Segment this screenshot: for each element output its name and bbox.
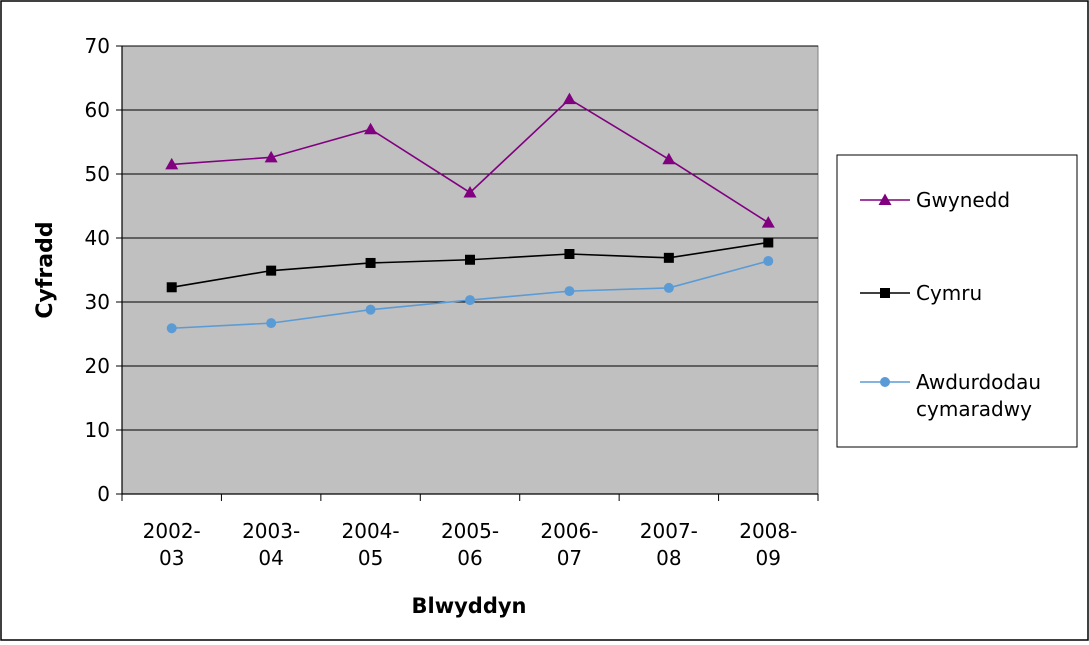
- legend-entry-0: Gwynedd: [860, 188, 1010, 212]
- data-point: [763, 256, 774, 267]
- x-tick-label: 2004-: [342, 519, 400, 543]
- x-tick-label: 03: [159, 546, 184, 570]
- legend-entry-2: Awdurdodau cymaradwy: [860, 370, 1041, 421]
- y-tick-label: 10: [85, 418, 110, 442]
- legend: Gwynedd Cymru Awdurdodau cymaradwy: [836, 154, 1078, 448]
- legend-marker: [878, 193, 892, 205]
- plot-area: [121, 45, 819, 495]
- data-point: [562, 92, 576, 105]
- series-group: [165, 92, 775, 334]
- series-1: [166, 237, 774, 293]
- y-axis-title: Cyfradd: [33, 221, 58, 318]
- x-axis-title: Blwyddyn: [412, 594, 527, 618]
- x-tick-label: 2006-: [540, 519, 598, 543]
- y-tick-label: 30: [85, 290, 110, 314]
- series-2: [166, 256, 774, 334]
- data-point: [266, 318, 277, 329]
- data-point: [264, 150, 278, 163]
- legend-label: Awdurdodau: [916, 370, 1041, 394]
- x-tick-label: 2008-: [739, 519, 797, 543]
- y-tick-label: 0: [97, 482, 110, 506]
- gridlines: [122, 45, 818, 431]
- data-point: [662, 152, 676, 165]
- y-tick-label: 60: [85, 98, 110, 122]
- data-point: [763, 237, 774, 248]
- x-tick-label: 08: [656, 546, 681, 570]
- x-tick-label: 2002-: [143, 519, 201, 543]
- x-tick-label: 2005-: [441, 519, 499, 543]
- legend-entry-1: Cymru: [860, 281, 982, 305]
- data-point: [365, 257, 376, 268]
- y-tick-label: 20: [85, 354, 110, 378]
- data-point: [166, 282, 177, 293]
- data-point: [365, 304, 376, 315]
- x-tick-label: 05: [358, 546, 383, 570]
- y-tick-label: 70: [85, 34, 110, 58]
- data-point: [364, 122, 378, 135]
- data-point: [463, 186, 477, 198]
- legend-label: Cymru: [916, 281, 982, 305]
- data-point: [465, 295, 475, 306]
- series-0: [165, 92, 775, 228]
- data-point: [564, 249, 575, 259]
- data-point: [165, 157, 179, 170]
- x-tick-label: 09: [756, 546, 781, 570]
- data-point: [663, 252, 674, 263]
- data-point: [166, 323, 177, 334]
- axes: 0 10 20 30 40 50 60 70 2002- 03 2003- 04 2004- 05 2005…: [85, 34, 819, 570]
- data-point: [663, 282, 674, 293]
- data-point: [564, 286, 575, 297]
- legend-label: Gwynedd: [916, 188, 1010, 212]
- data-point: [266, 265, 277, 276]
- x-tick-label: 06: [457, 546, 482, 570]
- legend-marker: [880, 288, 890, 298]
- legend-label: cymaradwy: [916, 397, 1032, 421]
- legend-box: [836, 154, 1078, 448]
- x-tick-label: 07: [557, 546, 582, 570]
- x-tick-label: 04: [258, 546, 283, 570]
- data-point: [465, 254, 475, 265]
- legend-marker: [880, 377, 890, 387]
- y-tick-label: 50: [85, 162, 110, 186]
- x-tick-label: 2007-: [640, 519, 698, 543]
- x-tick-label: 2003-: [242, 519, 300, 543]
- y-tick-label: 40: [85, 226, 110, 250]
- data-point: [761, 216, 775, 228]
